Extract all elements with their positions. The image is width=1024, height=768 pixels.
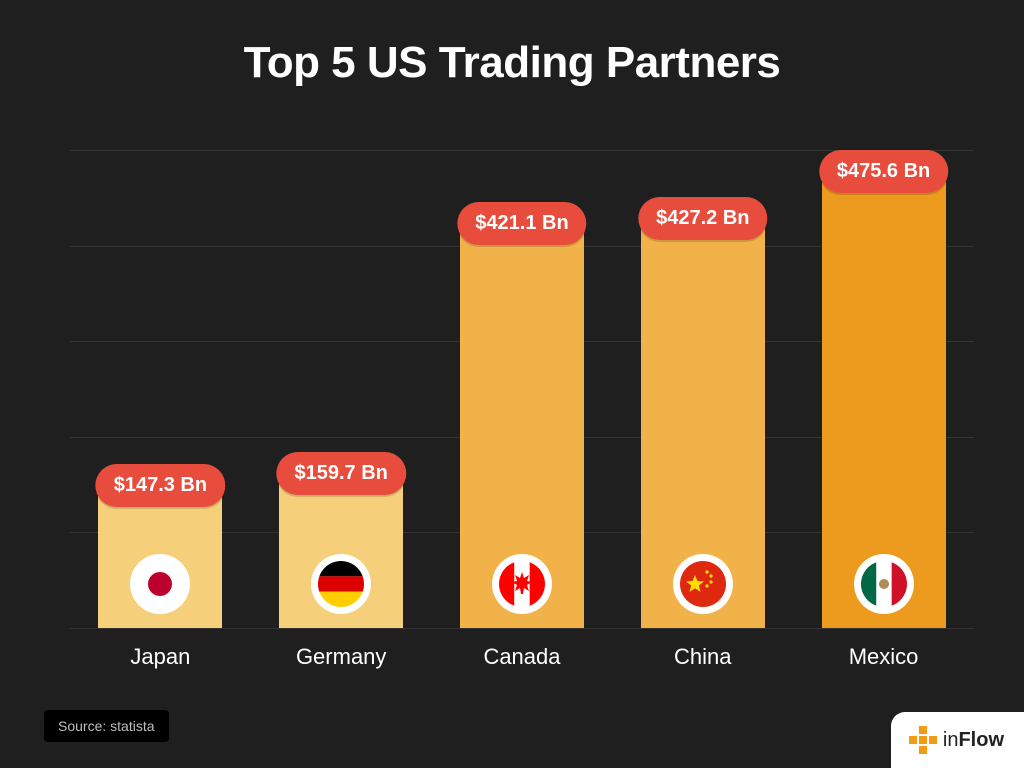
bar	[460, 225, 584, 628]
mexico-flag-icon	[861, 561, 907, 607]
bar	[641, 220, 765, 628]
bar-column: $427.2 Bn	[633, 150, 773, 628]
bar-column: $159.7 Bn	[271, 150, 411, 628]
bar-column: $147.3 Bn	[90, 150, 230, 628]
x-axis-label: Japan	[90, 644, 230, 670]
bar-column: $421.1 Bn	[452, 150, 592, 628]
flag-badge	[673, 554, 733, 614]
x-axis-label: Germany	[271, 644, 411, 670]
value-pill: $475.6 Bn	[819, 150, 948, 193]
chart-title: Top 5 US Trading Partners	[0, 0, 1024, 88]
value-pill: $427.2 Bn	[638, 197, 767, 240]
value-pill: $159.7 Bn	[276, 452, 405, 495]
brand-logo-icon	[909, 726, 937, 754]
china-flag-icon	[680, 561, 726, 607]
x-axis-label: Mexico	[814, 644, 954, 670]
x-axis-label: Canada	[452, 644, 592, 670]
source-badge: Source: statista	[44, 710, 169, 742]
grid-line	[70, 628, 974, 629]
bar	[822, 173, 946, 628]
bar	[98, 487, 222, 628]
brand-logo-text: inFlow	[943, 729, 1004, 752]
bar	[279, 475, 403, 628]
bar-column: $475.6 Bn	[814, 150, 954, 628]
chart-bars: $147.3 Bn $159.7 Bn $421.1 Bn $427.2 Bn $475…	[70, 150, 974, 628]
japan-flag-icon	[137, 561, 183, 607]
value-pill: $147.3 Bn	[96, 464, 225, 507]
brand-logo: inFlow	[891, 712, 1024, 768]
value-pill: $421.1 Bn	[457, 202, 586, 245]
germany-flag-icon	[318, 561, 364, 607]
x-axis-labels: Japan Germany Canada China Mexico	[70, 644, 974, 670]
x-axis-label: China	[633, 644, 773, 670]
flag-badge	[854, 554, 914, 614]
chart-area: $147.3 Bn $159.7 Bn $421.1 Bn $427.2 Bn $475…	[70, 150, 974, 628]
flag-badge	[492, 554, 552, 614]
flag-badge	[130, 554, 190, 614]
flag-badge	[311, 554, 371, 614]
canada-flag-icon	[499, 561, 545, 607]
